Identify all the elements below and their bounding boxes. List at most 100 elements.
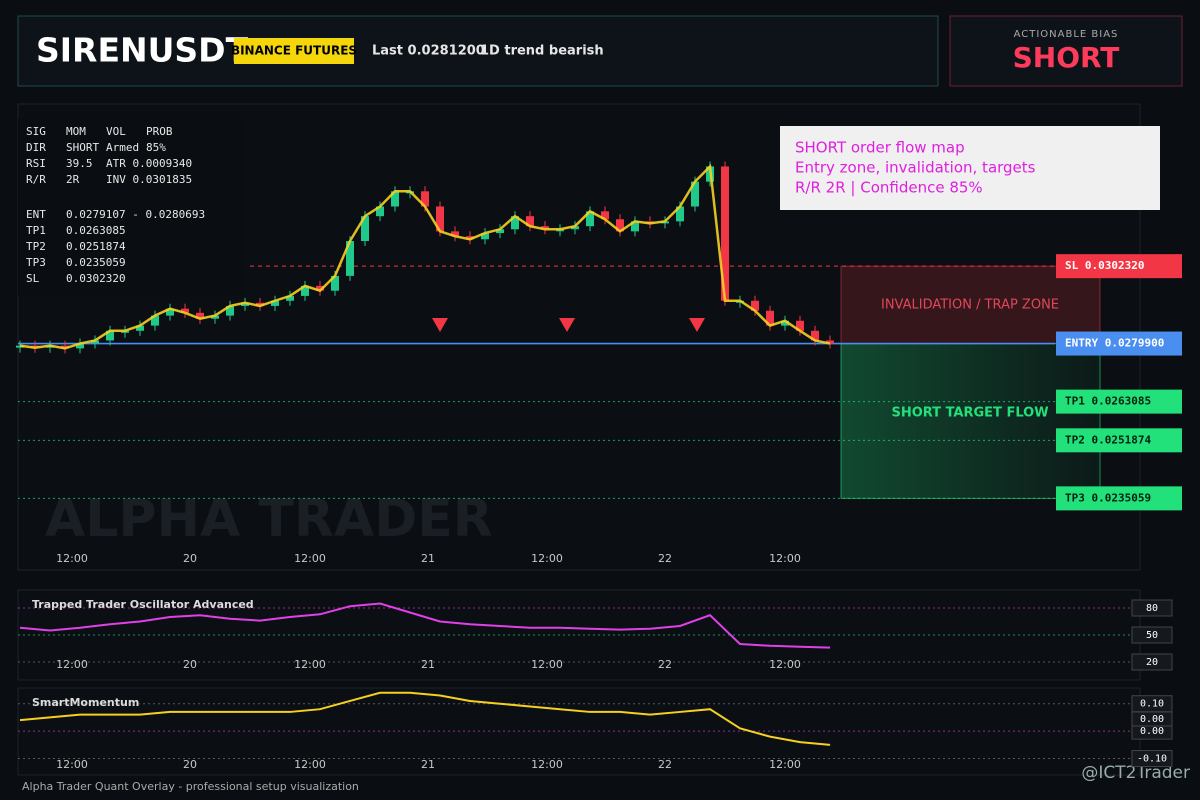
candle: [256, 302, 264, 306]
time-label: 20: [183, 758, 197, 771]
tick-box: [1131, 750, 1173, 768]
candle: [136, 325, 144, 331]
candle: [331, 275, 339, 291]
candle: [721, 166, 729, 301]
header-box: [17, 15, 939, 87]
stats-panel: [18, 118, 246, 296]
candle: [496, 229, 504, 234]
candle: [781, 320, 789, 326]
symbol: SIRENUSDT: [36, 31, 249, 70]
time-label: 12:00: [769, 658, 801, 671]
candle: [391, 191, 399, 207]
time-label: 20: [183, 658, 197, 671]
candle: [631, 221, 639, 232]
level-tag: [1056, 331, 1182, 356]
candle: [61, 345, 69, 349]
candle: [271, 300, 279, 306]
candle: [586, 211, 594, 227]
candle: [421, 191, 429, 207]
candle: [826, 340, 834, 344]
time-label: 12:00: [56, 658, 88, 671]
stat-cell: TP2: [26, 240, 46, 253]
candle: [766, 310, 774, 326]
candle: [571, 226, 579, 230]
time-label: 22: [658, 552, 672, 565]
oscillator-line: [19, 602, 831, 649]
candle: [166, 308, 174, 316]
time-label: 12:00: [56, 552, 88, 565]
candle: [316, 285, 324, 291]
time-label: 12:00: [531, 658, 563, 671]
stat-cell: VOL: [106, 125, 126, 138]
candle: [241, 302, 249, 306]
candle: [91, 340, 99, 344]
stat-cell: SIG: [26, 125, 46, 138]
credit: @ICT2Trader: [1081, 763, 1190, 783]
level-label: TP2 0.0251874: [1065, 433, 1151, 446]
candle: [601, 211, 609, 220]
level-tag: [1056, 254, 1182, 279]
stat-cell: ATR 0.0009340: [106, 157, 192, 170]
candle: [301, 285, 309, 296]
close-line: [19, 163, 831, 350]
zone-label: INVALIDATION / TRAP ZONE: [881, 297, 1059, 312]
oscillator-title: Trapped Trader Oscillator Advanced: [32, 598, 254, 611]
stat-cell: SL: [26, 272, 40, 285]
candle: [286, 295, 294, 301]
candle: [376, 206, 384, 217]
candle: [676, 206, 684, 222]
tick-box: [1131, 711, 1173, 727]
stat-cell: PROB: [146, 125, 173, 138]
note-line: R/R 2R | Confidence 85%: [795, 179, 983, 197]
stat-cell: 2R: [66, 173, 80, 186]
candle: [526, 216, 534, 227]
y-tick-label: -0.10: [1137, 754, 1167, 765]
bias-box: [949, 15, 1183, 87]
time-label: 22: [658, 658, 672, 671]
time-label: 12:00: [769, 552, 801, 565]
bias-value: SHORT: [1013, 41, 1120, 74]
candle: [76, 343, 84, 349]
note-line: Entry zone, invalidation, targets: [795, 159, 1036, 177]
time-label: 12:00: [531, 758, 563, 771]
candle: [451, 231, 459, 237]
y-tick-label: 50: [1146, 630, 1158, 641]
stat-cell: DIR: [26, 141, 46, 154]
time-label: 12:00: [56, 758, 88, 771]
candle: [751, 300, 759, 311]
current-label: 0.00: [1140, 714, 1164, 725]
candle: [211, 315, 219, 319]
level-label: ENTRY 0.0279900: [1065, 337, 1164, 350]
tick-box: [1131, 626, 1173, 644]
candle: [796, 320, 804, 331]
y-tick-label: 20: [1146, 657, 1158, 668]
stat-cell: 0.0263085: [66, 224, 126, 237]
stat-cell: INV 0.0301835: [106, 173, 192, 186]
candle: [811, 330, 819, 341]
stat-cell: TP1: [26, 224, 46, 237]
candle: [151, 315, 159, 326]
stat-cell: R/R: [26, 173, 46, 186]
stat-cell: Armed: [106, 141, 139, 154]
y-tick-label: 0.10: [1140, 699, 1164, 710]
candle: [226, 305, 234, 316]
stat-cell: SHORT: [66, 141, 99, 154]
candle: [481, 233, 489, 240]
level-label: TP3 0.0235059: [1065, 491, 1151, 504]
candle: [181, 308, 189, 313]
badge: [234, 38, 354, 64]
time-label: 21: [421, 758, 435, 771]
candle: [436, 206, 444, 232]
momentum-line: [19, 691, 831, 746]
level-tag: [1056, 389, 1182, 414]
level-label: TP1 0.0263085: [1065, 395, 1151, 408]
stat-cell: 0.0235059: [66, 256, 126, 269]
momentum-title: SmartMomentum: [32, 696, 139, 709]
note-box: [780, 126, 1160, 210]
time-label: 21: [421, 552, 435, 565]
stat-cell: ENT: [26, 208, 46, 221]
time-label: 22: [658, 758, 672, 771]
stat-cell: MOM: [66, 125, 86, 138]
stat-cell: 85%: [146, 141, 166, 154]
